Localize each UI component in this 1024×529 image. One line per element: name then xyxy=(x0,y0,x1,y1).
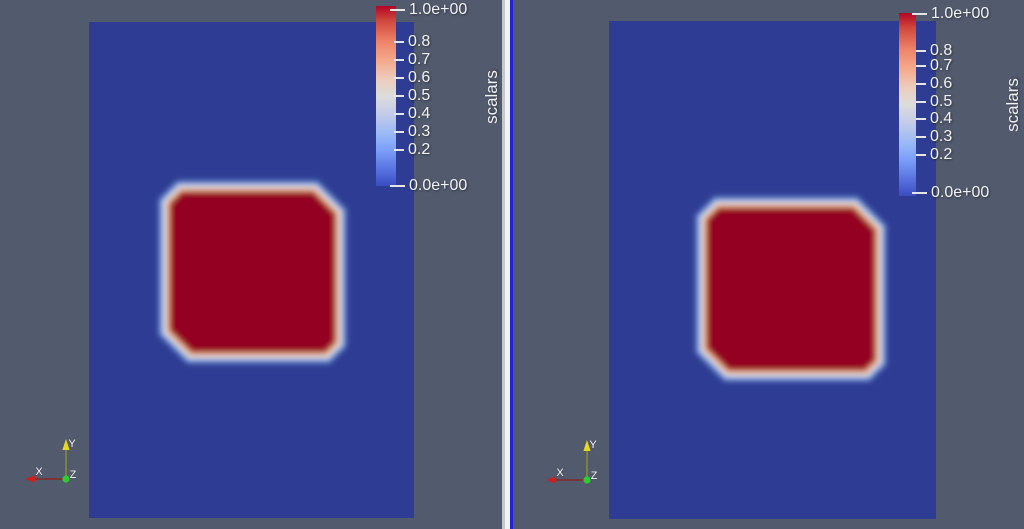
tick-mark xyxy=(394,113,404,115)
scalar-bar-title: scalars xyxy=(1003,78,1022,132)
tick-mark xyxy=(912,192,927,194)
tick-mark xyxy=(912,13,927,15)
tick-label: 0.0e+00 xyxy=(409,177,468,194)
tick-label: 0.5 xyxy=(408,87,431,104)
tick-label: 0.2 xyxy=(408,141,431,158)
orientation-axes: X Y Z xyxy=(546,439,598,484)
tick-mark xyxy=(394,149,404,151)
orientation-axes: X Y Z xyxy=(25,438,77,483)
splitter-handle[interactable] xyxy=(505,0,510,529)
tick-mark xyxy=(390,9,405,11)
tick-mark xyxy=(916,83,926,85)
tick-mark xyxy=(394,59,404,61)
scalar-square xyxy=(707,208,875,370)
tick-mark xyxy=(394,77,404,79)
tick-label: 0.2 xyxy=(930,146,953,163)
tick-label: 0.0e+00 xyxy=(931,184,990,201)
tick-label: 0.6 xyxy=(408,69,431,86)
render-view-left[interactable]: 1.0e+00 0.8 0.7 0.6 0.5 0.4 0.3 0.2 0.0e… xyxy=(0,0,502,529)
tick-label: 1.0e+00 xyxy=(409,1,468,18)
tick-label: 0.3 xyxy=(408,123,431,140)
tick-mark xyxy=(916,101,926,103)
tick-mark xyxy=(394,131,404,133)
color-gradient-bar[interactable] xyxy=(899,13,916,196)
z-axis-dot xyxy=(583,476,591,484)
x-axis-arrowhead xyxy=(546,476,556,484)
tick-mark xyxy=(390,185,405,187)
scalar-field-right xyxy=(609,21,936,519)
tick-label: 0.7 xyxy=(930,57,953,74)
z-axis-label: Z xyxy=(591,470,598,482)
x-axis-arrowhead xyxy=(25,475,35,483)
x-axis-label: X xyxy=(556,467,564,479)
scalar-bar-title: scalars xyxy=(482,70,501,124)
tick-mark xyxy=(916,65,926,67)
scalar-field-left xyxy=(89,22,414,518)
tick-label: 0.5 xyxy=(930,93,953,110)
tick-mark xyxy=(916,50,926,52)
y-axis-arrowhead xyxy=(62,439,70,450)
z-axis-dot xyxy=(62,475,70,483)
y-axis-label: Y xyxy=(589,439,597,451)
tick-label: 0.4 xyxy=(930,110,953,127)
tick-mark xyxy=(916,154,926,156)
scalar-square xyxy=(170,192,335,352)
splitter-edge xyxy=(502,0,505,529)
tick-mark xyxy=(394,95,404,97)
y-axis-label: Y xyxy=(68,438,76,450)
render-view-right[interactable]: 1.0e+00 0.8 0.7 0.6 0.5 0.4 0.3 0.2 0.0e… xyxy=(513,0,1024,529)
tick-mark xyxy=(394,41,404,43)
y-axis-arrowhead xyxy=(583,440,591,451)
tick-label: 0.6 xyxy=(930,75,953,92)
tick-label: 0.8 xyxy=(408,33,431,50)
color-gradient-bar[interactable] xyxy=(376,6,396,186)
tick-label: 1.0e+00 xyxy=(931,5,990,22)
view-splitter[interactable] xyxy=(502,0,513,529)
tick-mark xyxy=(916,136,926,138)
tick-mark xyxy=(916,118,926,120)
x-axis-label: X xyxy=(35,466,43,478)
active-view-border xyxy=(510,0,513,529)
tick-label: 0.3 xyxy=(930,128,953,145)
tick-label: 0.8 xyxy=(930,42,953,59)
tick-label: 0.7 xyxy=(408,51,431,68)
z-axis-label: Z xyxy=(70,469,77,481)
tick-label: 0.4 xyxy=(408,105,431,122)
